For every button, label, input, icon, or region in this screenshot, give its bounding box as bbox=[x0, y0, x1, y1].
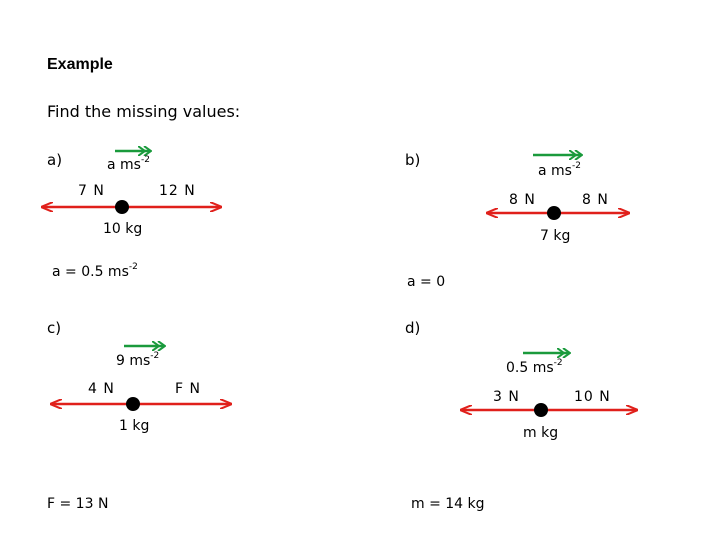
problem-a-mass: 10 kg bbox=[103, 221, 143, 237]
problem-d-left-force: 3 N bbox=[493, 389, 520, 405]
problem-a-accel: a ms-2 bbox=[107, 155, 150, 173]
diagram-c bbox=[52, 346, 230, 411]
problem-a-left-force: 7 N bbox=[78, 183, 105, 199]
page-title: Example bbox=[47, 56, 113, 73]
problem-c-left-force: 4 N bbox=[88, 381, 115, 397]
problem-c-label: c) bbox=[47, 319, 62, 337]
problem-c-answer: F = 13 N bbox=[47, 496, 109, 512]
problem-b-mass: 7 kg bbox=[540, 228, 571, 244]
diagram-a bbox=[43, 151, 220, 214]
problem-b-answer: a = 0 bbox=[407, 274, 446, 290]
problem-a-answer: a = 0.5 ms-2 bbox=[52, 262, 138, 280]
problem-d-answer: m = 14 kg bbox=[411, 496, 485, 512]
problem-d-mass: m kg bbox=[523, 425, 559, 441]
problem-d-label: d) bbox=[405, 319, 421, 337]
mass-dot-a bbox=[115, 200, 129, 214]
problem-b-accel: a ms-2 bbox=[538, 161, 581, 179]
problem-a-label: a) bbox=[47, 151, 63, 169]
problem-b-left-force: 8 N bbox=[509, 192, 536, 208]
instructions: Find the missing values: bbox=[47, 102, 241, 121]
problem-c-right-force: F N bbox=[175, 381, 201, 397]
diagram-d bbox=[462, 353, 636, 417]
problem-c-accel: 9 ms-2 bbox=[116, 351, 160, 369]
mass-dot-c bbox=[126, 397, 140, 411]
problem-d-right-force: 10 N bbox=[574, 389, 611, 405]
diagram-b bbox=[488, 155, 628, 220]
problem-d-accel: 0.5 ms-2 bbox=[506, 358, 563, 376]
problem-c-mass: 1 kg bbox=[119, 418, 150, 434]
mass-dot-d bbox=[534, 403, 548, 417]
problem-b-label: b) bbox=[405, 151, 421, 169]
problem-b-right-force: 8 N bbox=[582, 192, 609, 208]
mass-dot-b bbox=[547, 206, 561, 220]
problem-a-right-force: 12 N bbox=[159, 183, 196, 199]
